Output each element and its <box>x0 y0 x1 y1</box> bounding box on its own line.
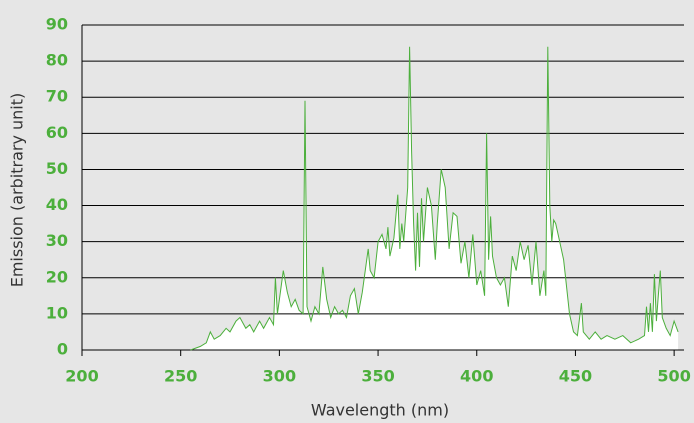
y-axis-title: Emission (arbitrary unit) <box>8 93 27 288</box>
y-tick-label: 90 <box>46 15 68 34</box>
y-tick-label: 40 <box>46 195 68 214</box>
x-tick-label: 400 <box>460 367 493 386</box>
x-tick-label: 250 <box>164 367 197 386</box>
x-axis-title: Wavelength (nm) <box>311 401 449 420</box>
y-tick-label: 30 <box>46 231 68 250</box>
y-tick-label: 0 <box>57 340 68 359</box>
x-tick-label: 200 <box>65 367 98 386</box>
y-tick-label: 20 <box>46 267 68 286</box>
y-tick-label: 70 <box>46 87 68 106</box>
y-tick-label: 60 <box>46 123 68 142</box>
x-tick-label: 350 <box>361 367 394 386</box>
line <box>190 46 679 351</box>
x-tick-label: 300 <box>263 367 296 386</box>
y-tick-label: 50 <box>46 159 68 178</box>
x-tick-label: 500 <box>657 367 690 386</box>
y-tick-label: 10 <box>46 303 68 322</box>
x-tick-label: 450 <box>559 367 592 386</box>
y-tick-label: 80 <box>46 51 68 70</box>
area <box>190 46 679 350</box>
